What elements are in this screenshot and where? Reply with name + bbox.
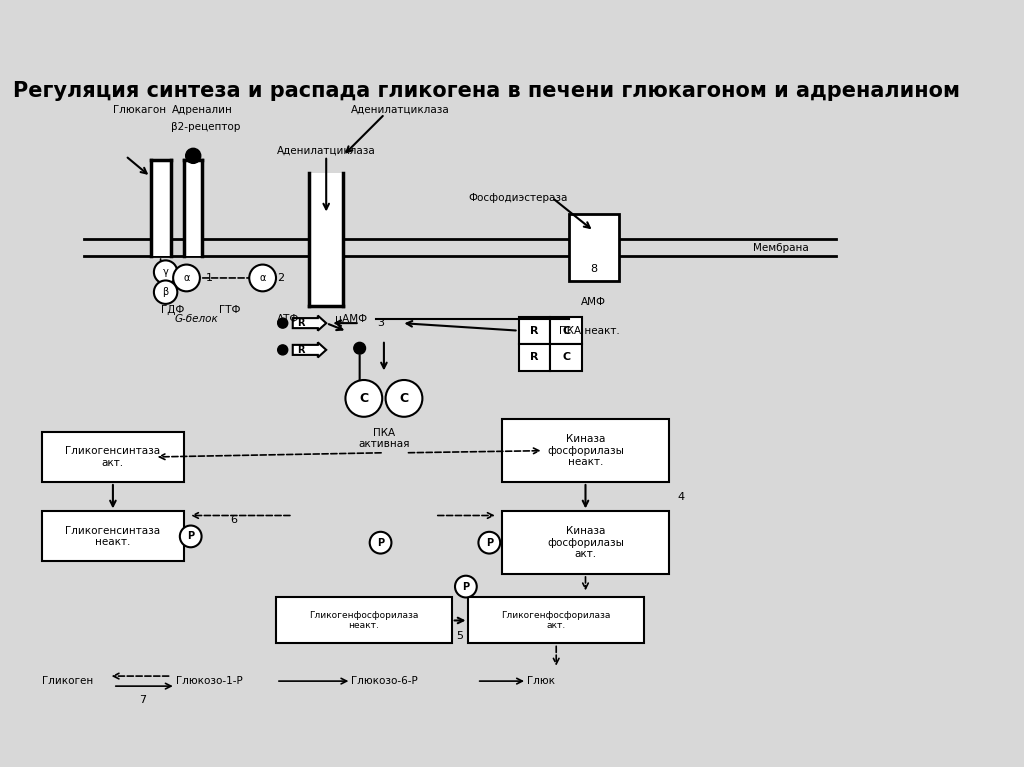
Text: C: C	[399, 392, 409, 405]
Text: 4: 4	[678, 492, 685, 502]
Text: 2: 2	[276, 273, 284, 283]
Text: C: C	[562, 352, 570, 363]
Circle shape	[345, 380, 382, 416]
Text: 8: 8	[590, 264, 597, 274]
FancyBboxPatch shape	[502, 512, 669, 574]
Text: Глюкагон: Глюкагон	[113, 105, 166, 115]
Text: 6: 6	[230, 515, 238, 525]
Circle shape	[180, 525, 202, 548]
FancyBboxPatch shape	[42, 432, 184, 482]
Circle shape	[386, 380, 422, 416]
FancyBboxPatch shape	[185, 161, 202, 256]
Text: β2-рецептор: β2-рецептор	[171, 121, 241, 132]
Text: Аденилатциклаза: Аденилатциклаза	[351, 105, 450, 115]
FancyBboxPatch shape	[468, 597, 644, 644]
Text: R: R	[297, 345, 305, 355]
Text: Глюк: Глюк	[527, 676, 555, 686]
FancyArrow shape	[293, 315, 327, 331]
Text: C: C	[562, 326, 570, 336]
Text: Гликоген: Гликоген	[42, 676, 93, 686]
FancyBboxPatch shape	[550, 318, 583, 344]
Circle shape	[154, 260, 177, 284]
FancyBboxPatch shape	[502, 420, 669, 482]
Text: R: R	[297, 318, 305, 328]
Text: 1: 1	[206, 273, 213, 283]
Text: Фосфодиэстераза: Фосфодиэстераза	[468, 193, 567, 202]
FancyBboxPatch shape	[568, 215, 618, 281]
Text: Мембрана: Мембрана	[753, 243, 809, 253]
FancyBboxPatch shape	[518, 318, 550, 344]
Text: ПКА
активная: ПКА активная	[358, 428, 410, 449]
Text: Гликогенфосфорилаза
акт.: Гликогенфосфорилаза акт.	[502, 611, 611, 630]
Text: 5: 5	[457, 630, 464, 640]
Text: АТФ: АТФ	[278, 314, 300, 324]
Text: β: β	[163, 287, 169, 297]
Text: Гликогенсинтаза
неакт.: Гликогенсинтаза неакт.	[66, 525, 161, 547]
Circle shape	[278, 318, 288, 328]
Text: P: P	[377, 538, 384, 548]
Text: P: P	[462, 581, 469, 591]
Text: P: P	[485, 538, 493, 548]
Text: ГДФ: ГДФ	[162, 304, 184, 314]
Text: R: R	[530, 352, 539, 363]
Text: R: R	[530, 326, 539, 336]
Text: цАМФ: цАМФ	[335, 314, 368, 324]
Text: G-белок: G-белок	[175, 314, 218, 324]
Text: Гликогенсинтаза
акт.: Гликогенсинтаза акт.	[66, 446, 161, 468]
Circle shape	[370, 532, 391, 554]
Text: АМФ: АМФ	[582, 297, 606, 308]
Text: Киназа
фосфорилазы
акт.: Киназа фосфорилазы акт.	[547, 526, 624, 559]
Text: 7: 7	[138, 694, 145, 705]
Circle shape	[478, 532, 500, 554]
Circle shape	[185, 148, 201, 163]
Text: ПКА неакт.: ПКА неакт.	[559, 326, 620, 336]
Circle shape	[278, 345, 288, 355]
Circle shape	[173, 265, 200, 291]
FancyBboxPatch shape	[276, 597, 452, 644]
Text: Адреналин: Адреналин	[171, 105, 232, 115]
Text: ГТФ: ГТФ	[219, 304, 241, 314]
Text: Глюкозо-1-Р: Глюкозо-1-Р	[176, 676, 243, 686]
Text: Глюкозо-6-Р: Глюкозо-6-Р	[351, 676, 418, 686]
Circle shape	[354, 342, 366, 354]
Text: Регуляция синтеза и распада гликогена в печени глюкагоном и адреналином: Регуляция синтеза и распада гликогена в …	[12, 81, 959, 100]
Text: C: C	[359, 392, 369, 405]
Text: Аденилатциклаза: Аденилатциклаза	[276, 146, 376, 156]
FancyBboxPatch shape	[152, 161, 171, 256]
FancyBboxPatch shape	[518, 344, 550, 370]
FancyBboxPatch shape	[42, 512, 184, 561]
Text: P: P	[187, 532, 195, 542]
Text: Киназа
фосфорилазы
неакт.: Киназа фосфорилазы неакт.	[547, 434, 624, 467]
Text: 3: 3	[377, 318, 384, 328]
Circle shape	[249, 265, 276, 291]
FancyBboxPatch shape	[550, 344, 583, 370]
FancyArrow shape	[293, 342, 327, 357]
Circle shape	[154, 281, 177, 304]
Text: Гликогенфосфорилаза
неакт.: Гликогенфосфорилаза неакт.	[309, 611, 419, 630]
Text: γ: γ	[163, 267, 169, 277]
Text: α: α	[183, 273, 189, 283]
FancyBboxPatch shape	[310, 173, 342, 305]
Text: α: α	[259, 273, 266, 283]
Circle shape	[455, 576, 477, 597]
